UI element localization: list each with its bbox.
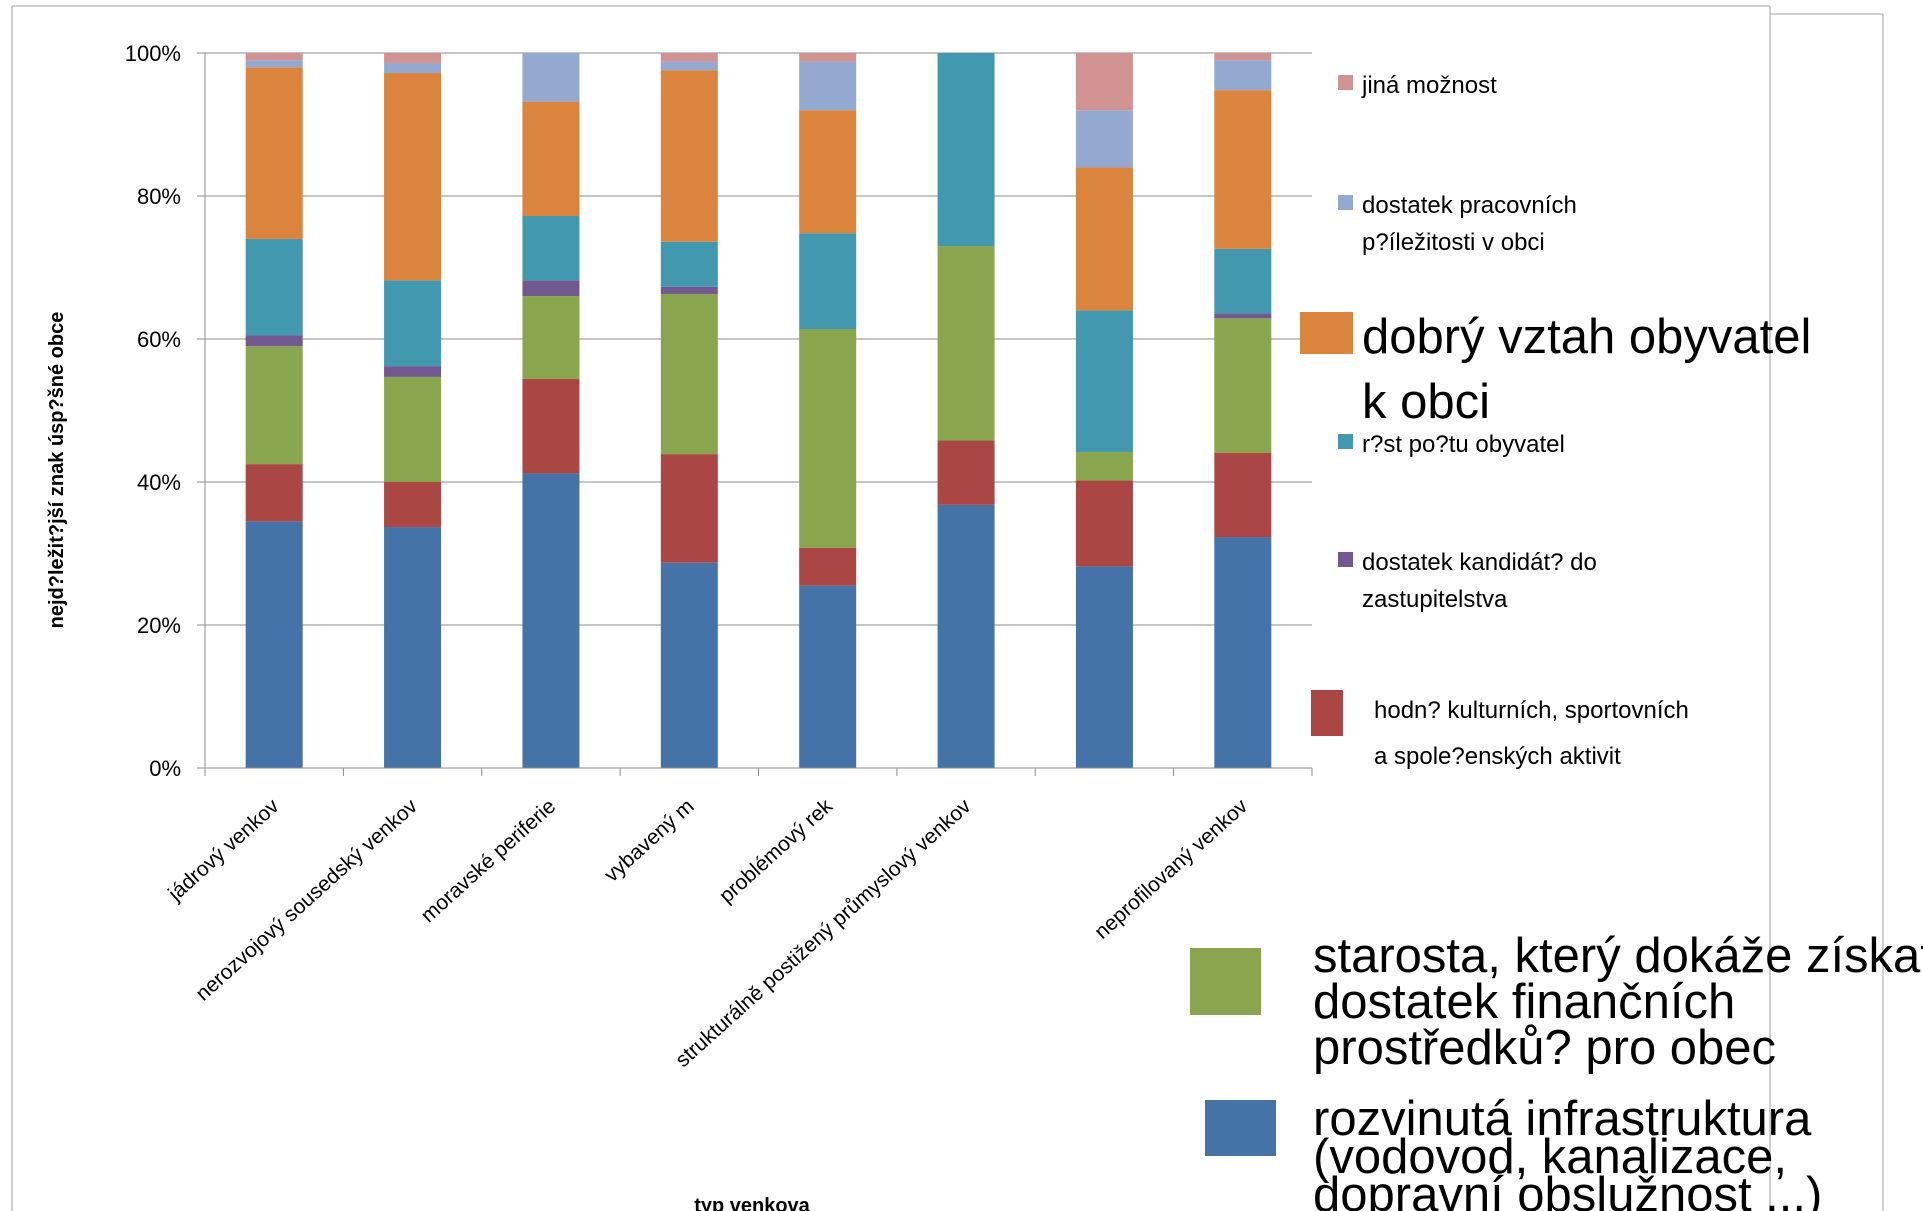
x-category-label: strukturálně postižený průmyslový venkov: [671, 794, 976, 1071]
legend-label: dobrý vztah obyvatel k obci: [1362, 310, 1811, 429]
legend-label: r?st po?tu obyvatel: [1362, 431, 1565, 458]
bar-segment: [245, 346, 303, 465]
bars: [245, 53, 1272, 768]
bar-segment: [384, 527, 442, 768]
bar-segment: [937, 440, 995, 505]
bar-segment: [1214, 53, 1272, 61]
bar-segment: [384, 376, 442, 482]
bar-segment: [245, 238, 303, 336]
bar-segment: [799, 585, 857, 768]
legend-swatch: [1311, 690, 1343, 736]
legend-swatch: [1338, 195, 1353, 210]
bar-segment: [1214, 90, 1272, 249]
legend: jiná možnost dostatek pracovních p?íležito…: [1190, 72, 1923, 1211]
x-category-label: nerozvojový sousedský venkov: [191, 794, 422, 1005]
legend-label: hodn? kulturních, sportovních a spole?ens…: [1374, 697, 1689, 770]
legend-label: jiná možnost: [1361, 72, 1497, 99]
bar-segment: [245, 67, 303, 239]
bar-segment: [660, 70, 718, 242]
bar-segment: [1075, 480, 1133, 567]
bar-segment: [1075, 110, 1133, 168]
bar-segment: [660, 286, 718, 294]
bar-segment: [1214, 60, 1272, 91]
x-category-label: vybavený m: [600, 795, 699, 887]
legend-swatch: [1338, 75, 1353, 90]
bar-segment: [522, 216, 580, 281]
y-tick-labels: 0% 20% 40% 60% 80% 100%: [125, 41, 181, 781]
legend-swatch: [1338, 552, 1353, 567]
bar-segment: [1214, 318, 1272, 453]
bar-segment: [799, 61, 857, 111]
bar-segment: [522, 296, 580, 380]
bar-segment: [799, 110, 857, 234]
bar-segment: [522, 53, 580, 102]
bar-segment: [245, 521, 303, 768]
bar-segment: [660, 53, 718, 62]
bar-segment: [245, 464, 303, 522]
y-tick-label: 20%: [137, 613, 181, 638]
legend-swatch: [1205, 1100, 1276, 1156]
legend-label: rozvinutá infrastruktura (vodovod, kanali…: [1313, 1092, 1822, 1211]
bar-segment: [1214, 248, 1272, 314]
bar-segment: [522, 280, 580, 297]
bar-segment: [522, 379, 580, 474]
y-tick-label: 100%: [125, 41, 181, 66]
legend-swatch: [1338, 434, 1353, 449]
bar-segment: [1075, 566, 1133, 768]
bar-segment: [1214, 452, 1272, 538]
bar-segment: [522, 101, 580, 217]
bar-segment: [799, 233, 857, 329]
y-tick-label: 0%: [149, 756, 181, 781]
bar-segment: [937, 246, 995, 441]
bar-segment: [799, 328, 857, 548]
axes: [204, 53, 1313, 776]
x-axis-title: typ venkova: [694, 1195, 810, 1211]
bar-segment: [1075, 53, 1133, 111]
bar-segment: [1214, 313, 1272, 319]
bar-segment: [937, 504, 995, 768]
bar-segment: [1075, 451, 1133, 481]
y-tick-label: 60%: [137, 327, 181, 352]
y-tick-label: 40%: [137, 470, 181, 495]
legend-swatch: [1300, 312, 1353, 354]
bar-segment: [660, 293, 718, 455]
bar-segment: [384, 482, 442, 528]
bar-segment: [384, 73, 442, 281]
bar-segment: [937, 53, 995, 247]
bar-segment: [799, 547, 857, 586]
x-category-label: moravské periferie: [417, 795, 561, 928]
legend-swatch: [1190, 948, 1261, 1015]
y-tick-label: 80%: [137, 184, 181, 209]
bar-segment: [245, 335, 303, 347]
bar-segment: [660, 241, 718, 287]
bar-segment: [245, 53, 303, 61]
bar-segment: [660, 562, 718, 768]
bar-segment: [799, 53, 857, 62]
bar-segment: [1075, 167, 1133, 311]
y-axis-title: nejd?ležit?jší znak úsp?šné obce: [46, 312, 68, 629]
legend-label: dostatek pracovních p?íležitosti v obci: [1362, 192, 1577, 256]
legend-label: starosta, který dokáže získat dostatek fi…: [1313, 929, 1923, 1075]
legend-label: dostatek kandidát? do zastupitelstva: [1362, 549, 1597, 613]
bar-segment: [384, 63, 442, 74]
gridlines: [197, 52, 1312, 769]
x-category-label: problémový rek: [715, 794, 837, 907]
bar-segment: [660, 61, 718, 71]
bar-segment: [384, 366, 442, 377]
bar-segment: [660, 454, 718, 563]
bar-segment: [1075, 310, 1133, 452]
bar-segment: [245, 60, 303, 68]
bar-segment: [1214, 537, 1272, 768]
x-category-label: neprofilovaný venkov: [1090, 794, 1252, 943]
bar-segment: [522, 473, 580, 768]
x-category-label: jádrový venkov: [163, 794, 284, 906]
bar-segment: [384, 53, 442, 64]
bar-segment: [384, 280, 442, 367]
